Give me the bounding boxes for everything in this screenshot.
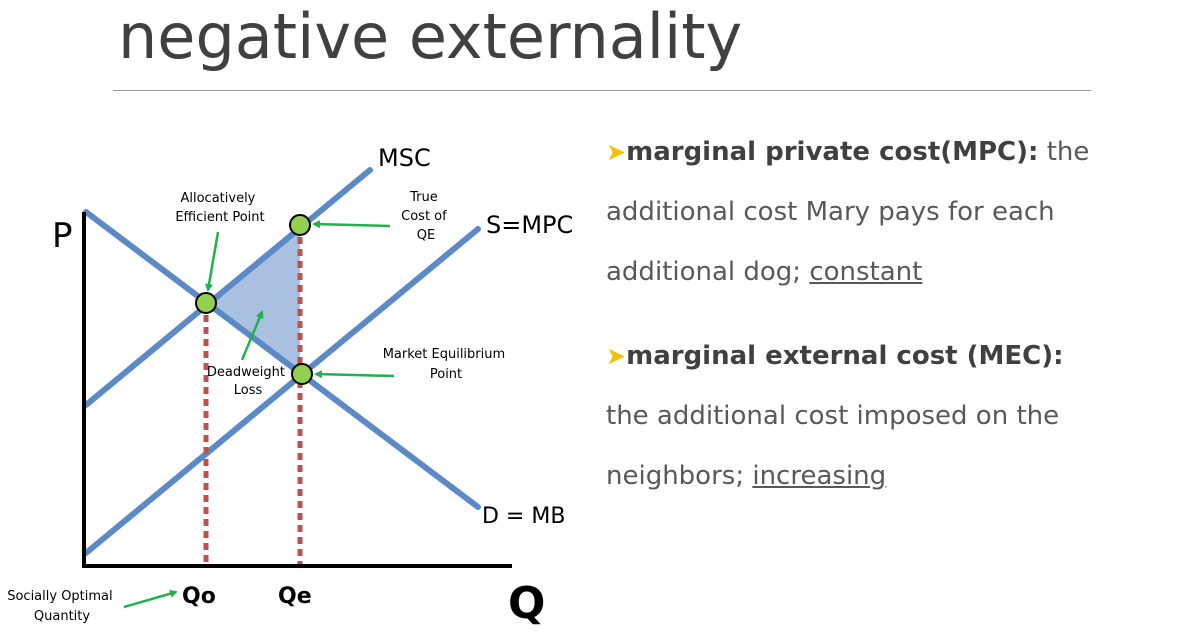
deadweight-loss-area [206,225,300,374]
mpc-emphasis: constant [809,257,923,287]
socially-optimal-label: Socially Optimal Quantity [7,589,117,624]
dwl-label: Deadweight Loss [207,365,289,398]
market-eq-label: Market Equilibrium Point [383,347,510,382]
mec-emphasis: increasing [752,461,887,491]
msc-label: MSC [378,144,431,172]
bullet-mpc: ➤marginal private cost(MPC): the additio… [606,122,1166,302]
market-equilibrium-point [291,363,313,385]
mpc-line-3: additional dog; [606,257,810,287]
supply-label: S=MPC [486,211,573,239]
title-divider [113,90,1091,91]
mpc-line-1: the [1046,137,1090,167]
bullet-arrow-icon: ➤ [606,138,627,166]
true-cost-label: True Cost of QE [401,190,451,243]
msc-curve [83,167,373,408]
term-mec: marginal external cost (MEC): [626,341,1064,371]
definitions-list: ➤marginal private cost(MPC): the additio… [606,122,1166,506]
externality-diagram: P Q MSC S=MPC D = MB Qo Qe Allocatively … [7,144,573,629]
term-mpc: marginal private cost(MPC): [626,137,1039,167]
demand-curve [83,209,481,510]
mec-line-2: the additional cost imposed on the [606,401,1060,431]
bullet-mec: ➤marginal external cost (MEC): the addit… [606,326,1166,506]
axis-q-label: Q [508,578,545,629]
qo-tick-label: Qo [182,584,216,609]
arrow-to-qo [123,589,178,609]
arrow-to-dwl [240,310,264,361]
supply-curve [83,226,481,556]
arrow-to-allocative [205,231,220,292]
allocative-efficient-point [195,292,217,314]
demand-label: D = MB [482,504,565,529]
mpc-line-2: additional cost Mary pays for each [606,197,1055,227]
arrow-to-market-eq [314,370,395,379]
qe-tick-label: Qe [278,584,312,609]
arrow-to-true-cost [312,220,391,229]
axis-p-label: P [52,216,73,256]
bullet-arrow-icon: ➤ [606,342,627,370]
true-cost-point [289,214,311,236]
mec-line-3: neighbors; [606,461,753,491]
allocative-label: Allocatively Efficient Point [175,191,264,225]
slide-title: negative externality [118,0,743,73]
